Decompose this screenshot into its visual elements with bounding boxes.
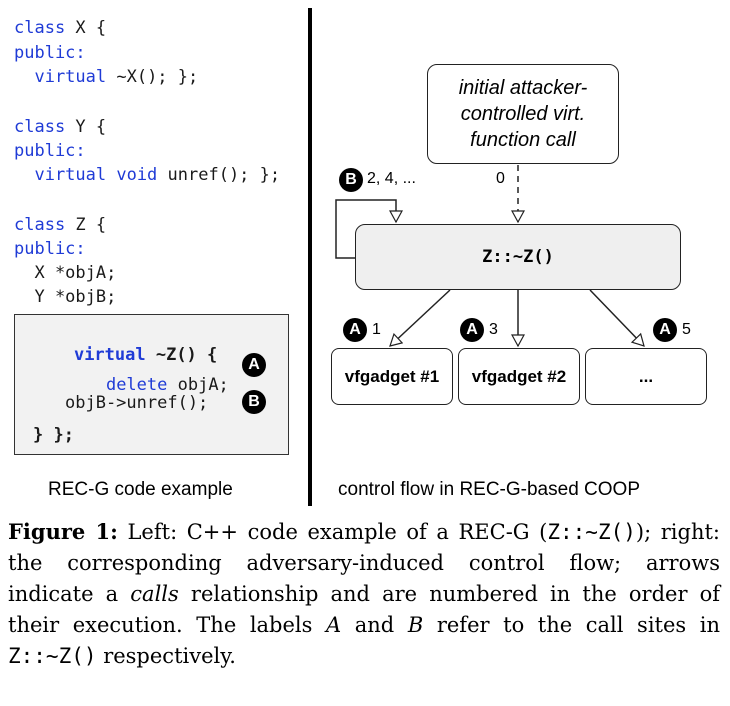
code-line: virtual ~X(); }; [14,67,198,87]
code-text: unref(); }; [157,165,281,185]
edge-to-gadget-3 [589,289,644,346]
code-line: class Y { [14,117,106,137]
code-text: } }; [33,425,74,445]
code-line: class Z { [14,215,106,235]
code-keyword: delete [105,375,168,395]
call-site-a-badge: A [242,353,266,377]
code-keyword: virtual [14,67,107,87]
code-text: Z { [65,215,107,235]
figure-label: Figure 1: [8,519,118,544]
code-text: objB->unref(); [65,393,209,413]
vertical-divider [308,8,312,506]
destructor-node: Z::~Z() [355,224,681,290]
initial-call-node: initial attacker- controlled virt. funct… [427,64,619,164]
right-caption: control flow in REC-G-based COOP [338,479,640,500]
destructor-code-box: virtual ~Z() { delete objA; objB->unref(… [14,314,289,455]
edge-a-badge: A [460,318,484,342]
loop-b-label: 2, 4, ... [367,170,416,187]
code-text: ~Z() { [145,345,218,365]
code-text: ~X(); }; [106,67,199,87]
edge-to-gadget-1 [390,289,451,346]
code-line: public: [14,43,86,63]
code-line: class X { [14,18,106,38]
code-line: X *objA; [14,263,116,283]
gadget-node-2: vfgadget #2 [458,348,580,405]
edge-number: 5 [682,321,691,338]
figure-caption-text: Left: C++ code example of a REC-G (Z::~Z… [8,520,721,668]
code-keyword: virtual [73,345,146,365]
loop-b-badge: B [339,168,363,192]
code-line: public: [14,239,86,259]
code-text: Y { [65,117,107,137]
code-text: Y *objB; [14,287,117,307]
code-keyword: class [14,215,66,235]
edge-number: 1 [372,321,381,338]
code-line: virtual void unref(); }; [14,165,280,185]
edge-self-loop-b [335,199,396,259]
code-line: Y *objB; [14,287,116,307]
code-keyword: virtual void [14,165,158,185]
code-text: X *objA; [14,263,117,283]
init-node-line: controlled virt. [460,103,586,125]
code-line: public: [14,141,86,161]
code-text: objA; [167,375,229,395]
gadget-node-3: ... [585,348,707,405]
call-site-b-badge: B [242,390,266,414]
init-node-line: function call [470,129,576,151]
edge-zero-label: 0 [496,170,505,187]
edge-a-badge: A [343,318,367,342]
edge-number: 3 [489,321,498,338]
code-keyword: public: [14,239,86,259]
code-keyword: public: [14,43,86,63]
code-keyword: public: [14,141,86,161]
figure-caption: Figure 1: Left: C++ code example of a RE… [8,516,720,672]
code-keyword: class [14,18,66,38]
init-node-line: initial attacker- [458,77,588,99]
code-keyword: class [14,117,66,137]
edge-a-badge: A [653,318,677,342]
gadget-node-1: vfgadget #1 [331,348,453,405]
left-caption: REC-G code example [48,479,233,500]
code-text: X { [65,18,107,38]
